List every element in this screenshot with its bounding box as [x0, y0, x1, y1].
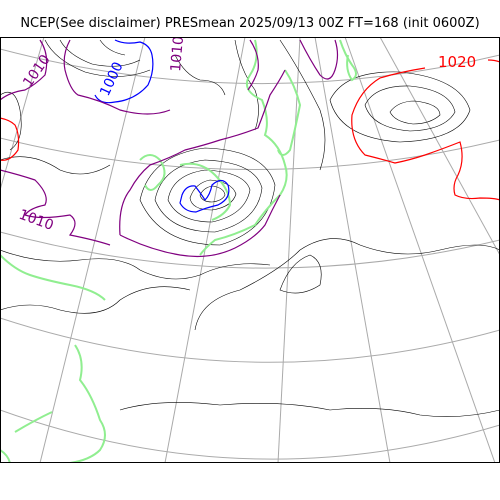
contour-label-1020: 1020: [438, 53, 476, 71]
isobar: [154, 159, 263, 233]
isobar: [279, 254, 322, 294]
coastline-segment: [14, 411, 53, 433]
isobar: [174, 54, 226, 96]
isobar: [189, 179, 237, 211]
isobar: [0, 286, 191, 314]
isobar: [194, 238, 500, 331]
isobar: [0, 249, 271, 280]
isobar-1010-line: [63, 39, 171, 115]
isobar-1020-line: [487, 59, 500, 63]
isobar-1010-line: [0, 39, 48, 101]
contour-label-1010: 1010: [20, 52, 54, 90]
isobar-1000-line: [94, 39, 154, 104]
longitude-line: [277, 37, 301, 463]
isobar-1000: [94, 39, 230, 213]
isobar: [59, 39, 141, 67]
coastline-segment: [179, 162, 232, 221]
latitude-line: [0, 137, 500, 170]
graticule: [0, 37, 500, 463]
coastline-segment: [139, 154, 166, 191]
latitude-line: [0, 48, 500, 85]
map-title: NCEP(See disclaimer) PRESmean 2025/09/13…: [20, 16, 480, 31]
isobar: [234, 39, 259, 131]
coastline-segment: [277, 69, 302, 156]
longitude-line: [39, 37, 146, 463]
isobar-1000-line: [179, 179, 230, 213]
longitude-line: [0, 37, 45, 191]
isobar: [139, 147, 276, 246]
isobar: [99, 39, 126, 56]
isobar: [119, 402, 500, 417]
isobar: [279, 39, 326, 171]
isobar: [364, 85, 456, 132]
latitude-line: [0, 231, 500, 269]
isobar: [44, 39, 151, 77]
isobar-1010: [0, 39, 339, 258]
coastline-segment: [199, 39, 288, 256]
isobar-1010-line: [0, 169, 111, 246]
isobar-1010-line: [119, 69, 286, 236]
isobar: [329, 71, 471, 143]
isobar-1010-line: [247, 39, 259, 91]
isobar: [0, 156, 111, 175]
longitude-line: [314, 37, 391, 463]
contour-label-1010: 1010: [168, 35, 187, 72]
isobar-1010-line: [299, 39, 339, 80]
isobar: [0, 91, 22, 151]
latitude-line: [0, 409, 500, 460]
coastline-segment: [69, 344, 106, 463]
coastline-segment: [0, 254, 106, 301]
contour-label-1010: 1010: [17, 207, 56, 234]
isobar-1020: [0, 59, 500, 201]
coastline: [0, 39, 357, 463]
isobar: [199, 185, 226, 203]
isobar: [167, 169, 251, 223]
longitude-line: [344, 37, 496, 463]
isobar: [389, 100, 441, 125]
latitude-line: [0, 317, 500, 363]
coastline-segment: [339, 39, 357, 82]
isobar-1020-line: [351, 67, 500, 201]
isobars: [0, 39, 500, 417]
coastline-segment: [0, 449, 11, 463]
isobar-1020-line: [0, 117, 20, 161]
isobar-1010-line: [119, 194, 281, 258]
